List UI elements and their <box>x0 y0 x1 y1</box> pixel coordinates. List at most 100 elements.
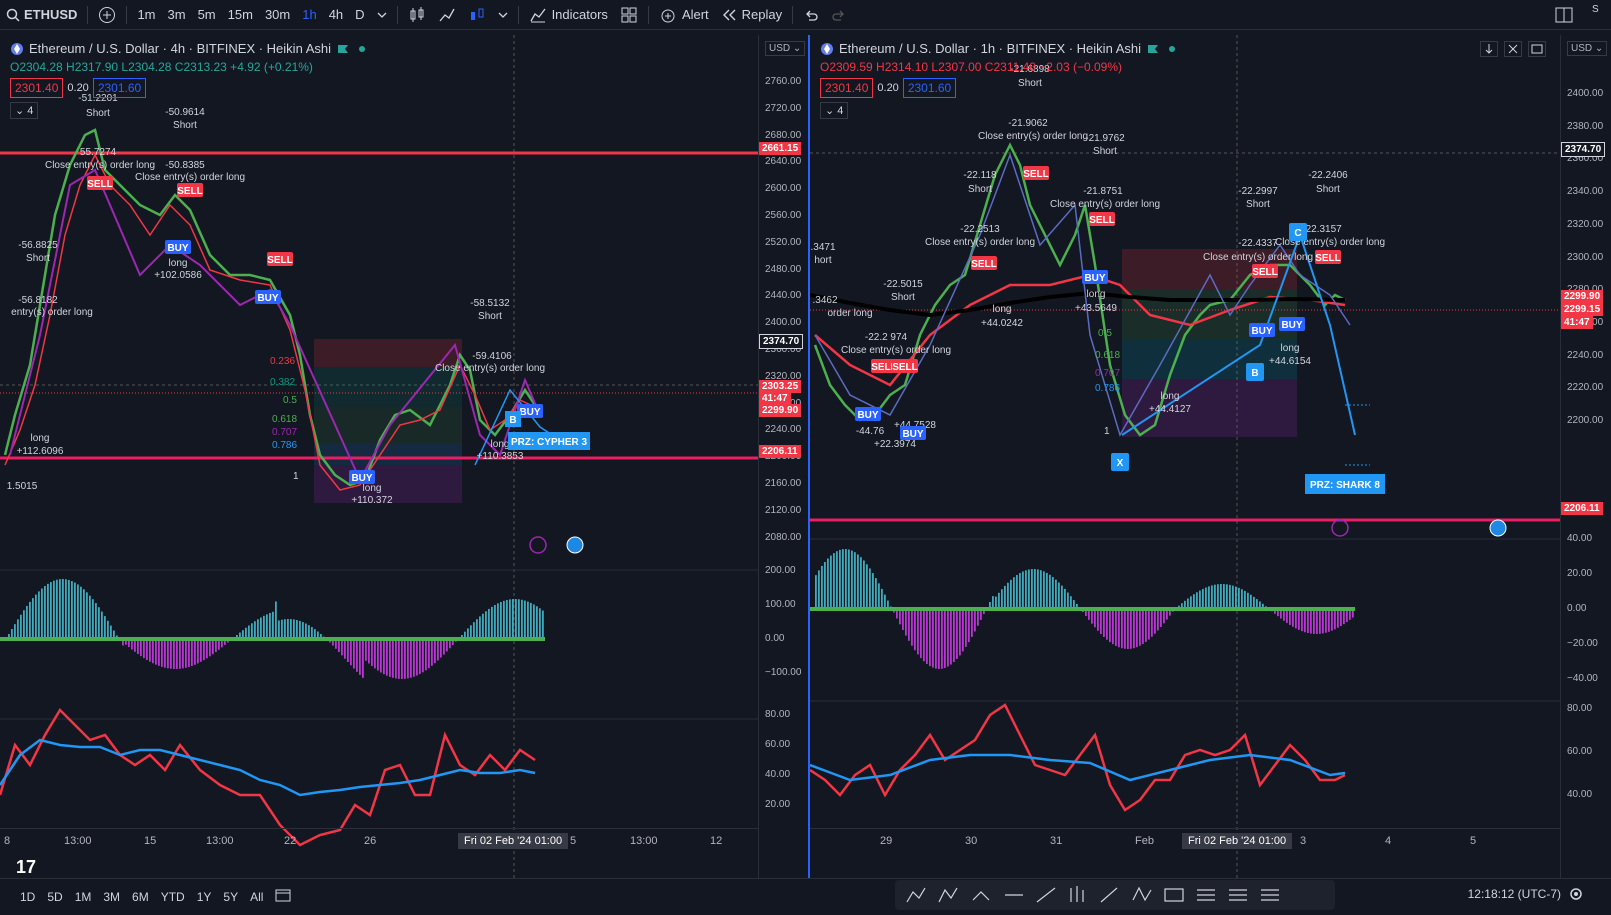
trade-annotation: -22.118 <box>963 170 997 181</box>
buy-price-button[interactable]: 2301.60 <box>903 78 956 98</box>
maximize-icon[interactable] <box>1528 41 1546 57</box>
tradingview-logo[interactable]: 17 <box>16 857 36 878</box>
macd-bar <box>401 639 403 679</box>
currency-selector[interactable]: USD ⌄ <box>1567 41 1607 56</box>
price-tick: 2240.00 <box>1567 350 1603 361</box>
time-tick: 5 <box>1470 835 1476 847</box>
trade-annotation: -59.4106 <box>472 351 512 362</box>
settings-button[interactable] <box>1568 886 1584 907</box>
signal-label: BUY <box>351 473 372 484</box>
interval-5m[interactable]: 5m <box>192 0 222 30</box>
trade-annotation: hort <box>814 255 831 266</box>
macd-bar <box>494 605 496 639</box>
interval-3m[interactable]: 3m <box>162 0 192 30</box>
macd-bar <box>815 575 817 609</box>
trade-annotation: Close entry(s) order long <box>1050 199 1160 210</box>
trade-annotation: -22.2406 <box>1308 170 1348 181</box>
close-icon[interactable] <box>1504 41 1522 57</box>
chart-style-button[interactable] <box>432 0 462 30</box>
move-down-icon[interactable] <box>1480 41 1498 57</box>
macd-bar <box>23 610 25 639</box>
top-toolbar: ETHUSD 1m 3m 5m 15m 30m 1h 4h D Indicato… <box>0 0 1611 30</box>
symbol-search[interactable]: ETHUSD <box>0 0 83 30</box>
interval-4h[interactable]: 4h <box>323 0 349 30</box>
interval-30m[interactable]: 30m <box>259 0 296 30</box>
range-1y[interactable]: 1Y <box>191 890 218 904</box>
macd-bar <box>77 584 79 639</box>
currency-selector[interactable]: USD ⌄ <box>765 41 805 56</box>
macd-tick: 40.00 <box>1567 533 1592 544</box>
macd-bar <box>953 609 955 662</box>
clock[interactable]: 12:18:12 (UTC-7) <box>1468 887 1561 901</box>
compare-button[interactable] <box>92 0 122 30</box>
range-all[interactable]: All <box>244 890 269 904</box>
account-edge[interactable]: S <box>1590 0 1611 30</box>
us-flag-event-icon[interactable] <box>1490 520 1506 536</box>
candle-type-button[interactable] <box>402 0 432 30</box>
us-flag-event-icon[interactable] <box>567 537 583 553</box>
indicator-collapse-button[interactable]: ⌄ 4 <box>820 102 848 119</box>
interval-1h[interactable]: 1h <box>296 0 322 30</box>
undo-icon <box>803 8 819 22</box>
macd-bar <box>866 564 868 609</box>
macd-bar <box>1334 609 1336 629</box>
range-6m[interactable]: 6M <box>126 890 155 904</box>
undo-button[interactable] <box>797 0 825 30</box>
macd-bar <box>26 606 28 639</box>
pattern-point-label: C <box>1294 228 1301 239</box>
range-3m[interactable]: 3M <box>97 890 126 904</box>
sell-price-button[interactable]: 2301.40 <box>10 78 63 98</box>
right-chart-title[interactable]: Ethereum / U.S. Dollar · 1h · BITFINEX ·… <box>839 41 1141 56</box>
flag-icon[interactable] <box>337 44 349 54</box>
heikin-ashi-button[interactable] <box>462 0 492 30</box>
price-tick: 2560.00 <box>765 210 801 221</box>
redo-button[interactable] <box>825 0 853 30</box>
layout-button[interactable] <box>1555 6 1573 24</box>
indicators-button[interactable]: Indicators <box>523 0 614 30</box>
range-ytd[interactable]: YTD <box>155 890 191 904</box>
range-1d[interactable]: 1D <box>14 890 41 904</box>
macd-bar <box>959 609 961 655</box>
macd-bar <box>530 603 532 639</box>
alert-button[interactable]: Alert <box>653 0 715 30</box>
macd-bar <box>1202 589 1204 609</box>
left-chart-title[interactable]: Ethereum / U.S. Dollar · 4h · BITFINEX ·… <box>29 41 331 56</box>
interval-dropdown[interactable] <box>371 0 393 30</box>
macd-bar <box>80 587 82 639</box>
range-1m[interactable]: 1M <box>69 890 98 904</box>
lightning-event-icon[interactable] <box>1332 520 1348 536</box>
interval-1m[interactable]: 1m <box>131 0 161 30</box>
lightning-event-icon[interactable] <box>530 537 546 553</box>
trade-annotation: .3462 <box>812 295 837 306</box>
replay-button[interactable]: Replay <box>715 0 788 30</box>
range-5y[interactable]: 5Y <box>217 890 244 904</box>
macd-bar <box>1286 609 1288 623</box>
macd-bar <box>110 626 112 639</box>
drawing-tools-icons[interactable] <box>895 880 1335 910</box>
indicator-collapse-button[interactable]: ⌄ 4 <box>10 102 38 119</box>
templates-button[interactable] <box>614 0 644 30</box>
macd-bar <box>1154 609 1156 634</box>
interval-d[interactable]: D <box>349 0 370 30</box>
interval-15m[interactable]: 15m <box>222 0 259 30</box>
range-5d[interactable]: 5D <box>41 890 68 904</box>
macd-bar <box>872 573 874 609</box>
flag-icon[interactable] <box>1147 44 1159 54</box>
macd-bar <box>1112 609 1114 644</box>
buy-price-button[interactable]: 2301.60 <box>93 78 146 98</box>
sell-price-button[interactable]: 2301.40 <box>820 78 873 98</box>
divider <box>397 6 398 24</box>
chart-type-dropdown[interactable] <box>492 0 514 30</box>
date-range-button[interactable] <box>269 888 297 905</box>
price-tick: 2760.00 <box>765 76 801 87</box>
macd-bar <box>248 625 250 639</box>
price-tick: 2160.00 <box>765 478 801 489</box>
